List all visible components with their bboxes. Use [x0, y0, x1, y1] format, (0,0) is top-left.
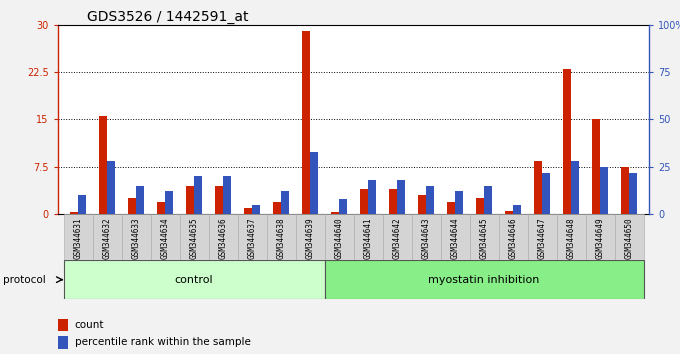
Bar — [470, 214, 498, 260]
Bar — [128, 198, 136, 214]
Bar — [484, 186, 492, 214]
Text: GSM344634: GSM344634 — [160, 218, 169, 259]
Bar — [64, 260, 324, 299]
Bar — [237, 214, 267, 260]
Bar — [78, 195, 86, 214]
Bar — [58, 336, 68, 349]
Bar — [411, 214, 441, 260]
Bar — [296, 214, 324, 260]
Text: protocol: protocol — [3, 275, 46, 285]
Text: GSM344643: GSM344643 — [422, 218, 430, 259]
Bar — [70, 212, 78, 214]
Bar — [383, 214, 411, 260]
Bar — [542, 172, 550, 214]
Text: myostatin inhibition: myostatin inhibition — [428, 275, 540, 285]
Bar — [585, 214, 615, 260]
Text: GSM344633: GSM344633 — [132, 218, 141, 259]
Text: GSM344638: GSM344638 — [277, 218, 286, 259]
Text: GSM344631: GSM344631 — [73, 218, 82, 259]
Bar — [455, 192, 463, 214]
Bar — [252, 205, 260, 214]
Bar — [513, 205, 522, 214]
Bar — [592, 119, 600, 214]
Bar — [447, 201, 455, 214]
Bar — [215, 186, 223, 214]
Text: GSM344648: GSM344648 — [566, 218, 575, 259]
Bar — [324, 214, 354, 260]
Bar — [339, 199, 347, 214]
Text: GSM344641: GSM344641 — [364, 218, 373, 259]
Text: GSM344644: GSM344644 — [451, 218, 460, 259]
Bar — [281, 192, 289, 214]
Text: GSM344650: GSM344650 — [625, 218, 634, 259]
Text: GSM344637: GSM344637 — [248, 218, 256, 259]
Bar — [122, 214, 150, 260]
Bar — [600, 167, 608, 214]
Bar — [157, 201, 165, 214]
Bar — [360, 189, 368, 214]
Text: percentile rank within the sample: percentile rank within the sample — [75, 337, 251, 347]
Bar — [368, 180, 376, 214]
Bar — [563, 69, 571, 214]
Text: GSM344647: GSM344647 — [538, 218, 547, 259]
Bar — [571, 161, 579, 214]
Bar — [441, 214, 470, 260]
Text: GSM344639: GSM344639 — [305, 218, 315, 259]
Bar — [426, 186, 435, 214]
Text: GSM344649: GSM344649 — [596, 218, 605, 259]
Bar — [615, 214, 643, 260]
Bar — [58, 319, 68, 331]
Bar — [165, 192, 173, 214]
Bar — [209, 214, 237, 260]
Text: GSM344645: GSM344645 — [479, 218, 489, 259]
Text: GSM344632: GSM344632 — [103, 218, 112, 259]
Text: GDS3526 / 1442591_at: GDS3526 / 1442591_at — [87, 10, 249, 24]
Bar — [621, 167, 629, 214]
Bar — [302, 31, 310, 214]
Bar — [180, 214, 209, 260]
Bar — [136, 186, 144, 214]
Bar — [150, 214, 180, 260]
Bar — [273, 201, 281, 214]
Bar — [186, 186, 194, 214]
Bar — [505, 211, 513, 214]
Bar — [244, 208, 252, 214]
Text: GSM344642: GSM344642 — [392, 218, 402, 259]
Bar — [194, 176, 202, 214]
Bar — [557, 214, 585, 260]
Bar — [223, 176, 231, 214]
Bar — [331, 212, 339, 214]
Bar — [64, 214, 92, 260]
Bar — [107, 161, 115, 214]
Bar — [310, 152, 318, 214]
Text: GSM344646: GSM344646 — [509, 218, 517, 259]
Bar — [389, 189, 397, 214]
Bar — [418, 195, 426, 214]
Bar — [498, 214, 528, 260]
Bar — [534, 160, 542, 214]
Bar — [354, 214, 383, 260]
Bar — [476, 198, 484, 214]
Text: GSM344640: GSM344640 — [335, 218, 343, 259]
Text: count: count — [75, 320, 104, 330]
Text: control: control — [175, 275, 214, 285]
Bar — [528, 214, 557, 260]
Bar — [324, 260, 643, 299]
Text: GSM344635: GSM344635 — [190, 218, 199, 259]
Bar — [99, 116, 107, 214]
Bar — [267, 214, 296, 260]
Bar — [629, 172, 637, 214]
Bar — [397, 180, 405, 214]
Text: GSM344636: GSM344636 — [218, 218, 228, 259]
Bar — [92, 214, 122, 260]
